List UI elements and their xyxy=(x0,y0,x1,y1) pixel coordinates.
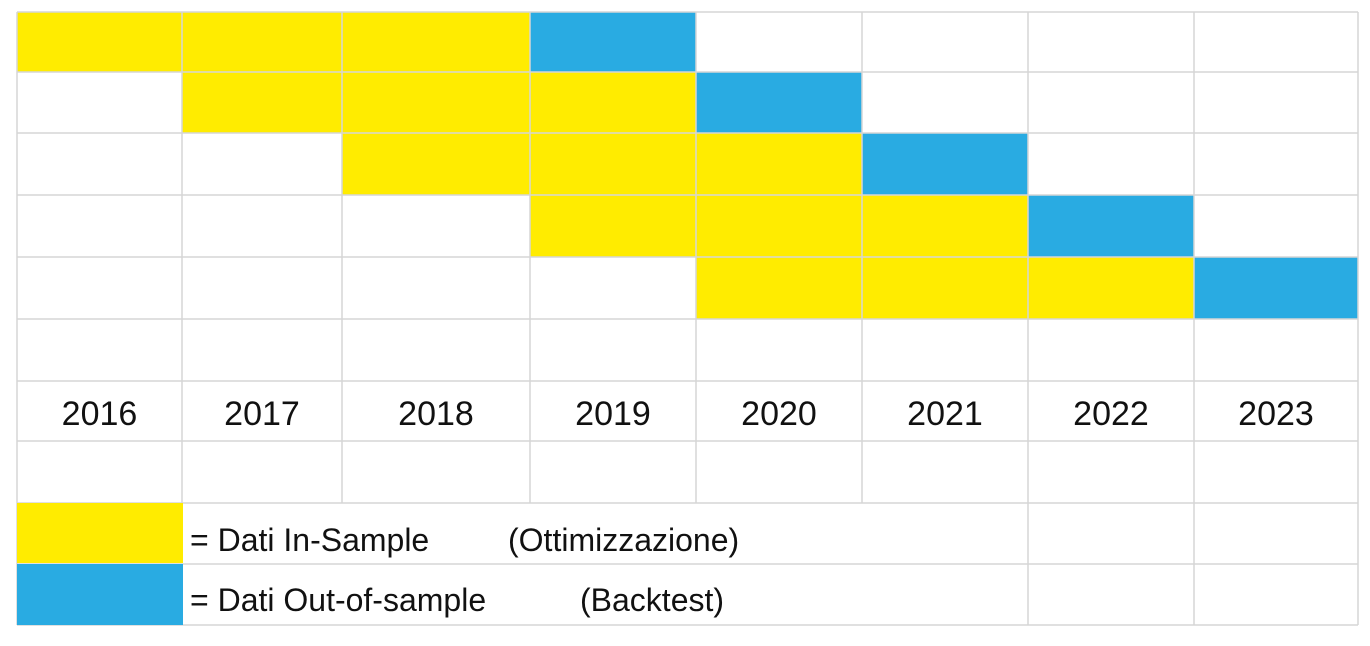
in-sample-cell xyxy=(342,72,530,133)
in-sample-cell xyxy=(696,133,862,195)
in-sample-cell xyxy=(862,257,1028,319)
legend-in-sample-swatch xyxy=(17,503,183,563)
window-cells xyxy=(17,12,1358,319)
in-sample-cell xyxy=(342,133,530,195)
out-of-sample-cell xyxy=(1028,195,1194,257)
year-label: 2020 xyxy=(741,395,817,433)
legend-out-of-sample-note: (Backtest) xyxy=(580,582,724,618)
legend-in-sample-note: (Ottimizzazione) xyxy=(508,522,739,558)
year-label: 2017 xyxy=(224,395,300,433)
year-label: 2022 xyxy=(1073,395,1149,433)
in-sample-cell xyxy=(862,195,1028,257)
in-sample-cell xyxy=(696,257,862,319)
out-of-sample-cell xyxy=(530,12,696,72)
in-sample-cell xyxy=(530,72,696,133)
in-sample-cell xyxy=(17,12,182,72)
in-sample-cell xyxy=(696,195,862,257)
in-sample-cell xyxy=(182,12,342,72)
in-sample-cell xyxy=(342,12,530,72)
year-label: 2016 xyxy=(62,395,138,433)
in-sample-cell xyxy=(530,195,696,257)
in-sample-cell xyxy=(530,133,696,195)
out-of-sample-cell xyxy=(1194,257,1358,319)
out-of-sample-cell xyxy=(696,72,862,133)
grid-lines xyxy=(16,11,1359,626)
legend: = Dati In-Sample (Ottimizzazione) = Dati… xyxy=(17,503,739,625)
year-label: 2021 xyxy=(907,395,983,433)
out-of-sample-cell xyxy=(862,133,1028,195)
in-sample-cell xyxy=(1028,257,1194,319)
year-label: 2018 xyxy=(398,395,474,433)
year-label: 2023 xyxy=(1238,395,1314,433)
in-sample-cell xyxy=(182,72,342,133)
legend-out-of-sample-label: = Dati Out-of-sample xyxy=(190,582,486,618)
year-axis: 2016 2017 2018 2019 2020 2021 2022 2023 xyxy=(62,395,1314,433)
legend-out-of-sample-swatch xyxy=(17,564,183,625)
year-label: 2019 xyxy=(575,395,651,433)
legend-in-sample-label: = Dati In-Sample xyxy=(190,522,429,558)
